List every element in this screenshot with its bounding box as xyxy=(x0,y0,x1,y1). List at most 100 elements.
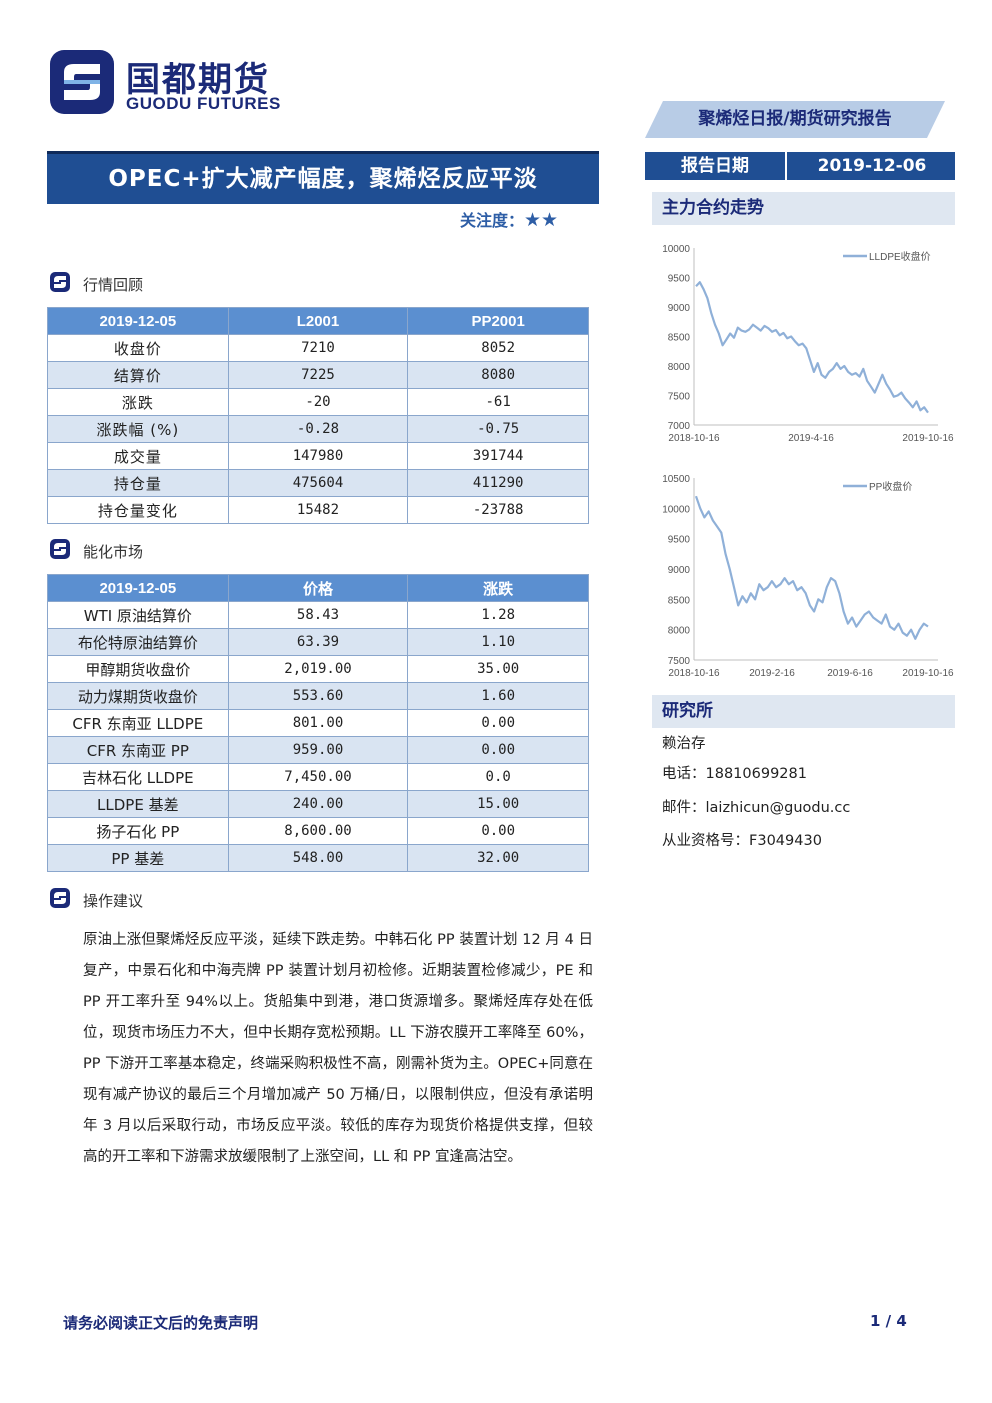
y-tick-label: 8000 xyxy=(668,626,691,637)
table-header-cell: 涨跌 xyxy=(407,574,589,602)
y-tick-label: 9500 xyxy=(668,274,691,285)
cell-change: 1.60 xyxy=(407,682,589,710)
legend-label: PP收盘价 xyxy=(869,480,912,493)
table-header-cell: 2019-12-05 xyxy=(47,307,229,335)
row-label: LLDPE 基差 xyxy=(47,790,229,818)
row-label: 成交量 xyxy=(47,442,229,470)
cell-change: 0.00 xyxy=(407,736,589,764)
y-tick-label: 8500 xyxy=(668,595,691,606)
analyst-license: 从业资格号：F3049430 xyxy=(662,833,822,849)
cell-price: 801.00 xyxy=(227,709,409,737)
market-review-table: 2019-12-05 L2001 PP2001 收盘价 7210 8052 结算… xyxy=(47,307,589,524)
section-market-review: 行情回顾 xyxy=(50,272,250,294)
x-tick-label: 2019-2-16 xyxy=(749,668,795,679)
row-label: 扬子石化 PP xyxy=(47,817,229,845)
row-label: 结算价 xyxy=(47,361,229,389)
cell-l2001: 147980 xyxy=(227,442,409,470)
y-tick-label: 10000 xyxy=(662,244,690,255)
page-number: 1 / 4 xyxy=(870,1312,907,1330)
row-label: 涨跌幅 (%) xyxy=(47,415,229,443)
row-label: 收盘价 xyxy=(47,334,229,362)
section-title: 能化市场 xyxy=(83,543,144,561)
cell-price: 63.39 xyxy=(227,628,409,656)
row-label: 布伦特原油结算价 xyxy=(47,628,229,656)
table-header-row: 2019-12-05 价格 涨跌 xyxy=(47,574,589,602)
cell-l2001: 7225 xyxy=(227,361,409,389)
disclaimer-notice: 请务必阅读正文后的免责声明 xyxy=(63,1314,259,1332)
table-row: 收盘价 7210 8052 xyxy=(47,334,589,362)
cell-change: 35.00 xyxy=(407,655,589,683)
table-header-cell: PP2001 xyxy=(407,307,589,335)
section-title: 操作建议 xyxy=(83,892,144,910)
cell-price: 8,600.00 xyxy=(227,817,409,845)
cell-pp2001: -23788 xyxy=(407,496,589,524)
x-tick-label: 2019-10-16 xyxy=(902,668,954,679)
x-tick-label: 2018-10-16 xyxy=(668,668,720,679)
x-tick-label: 2019-10-16 xyxy=(902,433,954,444)
table-row: 吉林石化 LLDPE 7,450.00 0.0 xyxy=(47,763,589,791)
x-tick-label: 2019-6-16 xyxy=(827,668,873,679)
analyst-email[interactable]: 邮件：laizhicun@guodu.cc xyxy=(662,800,851,816)
table-row: CFR 东南亚 LLDPE 801.00 0.00 xyxy=(47,709,589,737)
attention-level: 关注度：★★ xyxy=(460,207,558,231)
cell-pp2001: 411290 xyxy=(407,469,589,497)
x-tick-label: 2018-10-16 xyxy=(668,433,720,444)
row-label: 持仓量 xyxy=(47,469,229,497)
row-label: 涨跌 xyxy=(47,388,229,416)
table-row: 甲醇期货收盘价 2,019.00 35.00 xyxy=(47,655,589,683)
analyst-name: 赖治存 xyxy=(662,736,706,752)
row-label: 吉林石化 LLDPE xyxy=(47,763,229,791)
series-line xyxy=(695,281,929,414)
cell-price: 240.00 xyxy=(227,790,409,818)
section-energy-market: 能化市场 xyxy=(50,539,250,561)
table-row: PP 基差 548.00 32.00 xyxy=(47,844,589,872)
y-tick-label: 9000 xyxy=(668,303,691,314)
report-date-row: 报告日期 2019-12-06 xyxy=(645,152,955,180)
report-type-label: 聚烯烃日报/期货研究报告 xyxy=(698,109,892,129)
section-logo-icon xyxy=(50,888,70,908)
cell-price: 553.60 xyxy=(227,682,409,710)
cell-pp2001: 8052 xyxy=(407,334,589,362)
cell-change: 0.00 xyxy=(407,709,589,737)
lldpe-price-chart: 7000 7500 8000 8500 9000 9500 10000 2018-10-16 2… xyxy=(662,244,954,444)
table-row: WTI 原油结算价 58.43 1.28 xyxy=(47,601,589,629)
section-logo-icon xyxy=(50,272,70,292)
attention-label: 关注度： xyxy=(460,211,525,230)
y-tick-label: 7500 xyxy=(668,392,691,403)
section-advice: 操作建议 xyxy=(50,888,250,910)
table-row: 持仓量 475604 411290 xyxy=(47,469,589,497)
cell-pp2001: -61 xyxy=(407,388,589,416)
cell-price: 58.43 xyxy=(227,601,409,629)
advice-paragraph: 原油上涨但聚烯烃反应平淡，延续下跌走势。中韩石化 PP 装置计划 12 月 4 … xyxy=(83,932,593,1165)
table-header-cell: 价格 xyxy=(227,574,409,602)
institute-heading: 研究所 xyxy=(652,695,955,728)
cell-l2001: -0.28 xyxy=(227,415,409,443)
y-tick-label: 10000 xyxy=(662,504,690,515)
analyst-phone: 电话：18810699281 xyxy=(662,766,807,782)
table-row: 动力煤期货收盘价 553.60 1.60 xyxy=(47,682,589,710)
brand-logo: 国都期货 GUODU FUTURES xyxy=(50,50,310,120)
cell-change: 32.00 xyxy=(407,844,589,872)
y-tick-label: 7000 xyxy=(668,421,691,432)
cell-l2001: -20 xyxy=(227,388,409,416)
cell-price: 7,450.00 xyxy=(227,763,409,791)
cell-price: 2,019.00 xyxy=(227,655,409,683)
table-row: 涨跌幅 (%) -0.28 -0.75 xyxy=(47,415,589,443)
x-tick-label: 2019-4-16 xyxy=(788,433,834,444)
attention-stars: ★★ xyxy=(524,209,559,231)
report-type-banner: 聚烯烃日报/期货研究报告 xyxy=(645,101,945,138)
table-row: LLDPE 基差 240.00 15.00 xyxy=(47,790,589,818)
cell-change: 1.10 xyxy=(407,628,589,656)
row-label: 持仓量变化 xyxy=(47,496,229,524)
table-row: 布伦特原油结算价 63.39 1.10 xyxy=(47,628,589,656)
y-tick-label: 10500 xyxy=(662,474,690,485)
cell-l2001: 15482 xyxy=(227,496,409,524)
table-header-cell: L2001 xyxy=(227,307,409,335)
brand-name-cn: 国都期货 xyxy=(126,60,270,100)
cell-price: 959.00 xyxy=(227,736,409,764)
cell-change: 0.0 xyxy=(407,763,589,791)
series-line xyxy=(694,495,929,640)
table-row: 成交量 147980 391744 xyxy=(47,442,589,470)
section-logo-icon xyxy=(50,539,70,559)
cell-change: 1.28 xyxy=(407,601,589,629)
